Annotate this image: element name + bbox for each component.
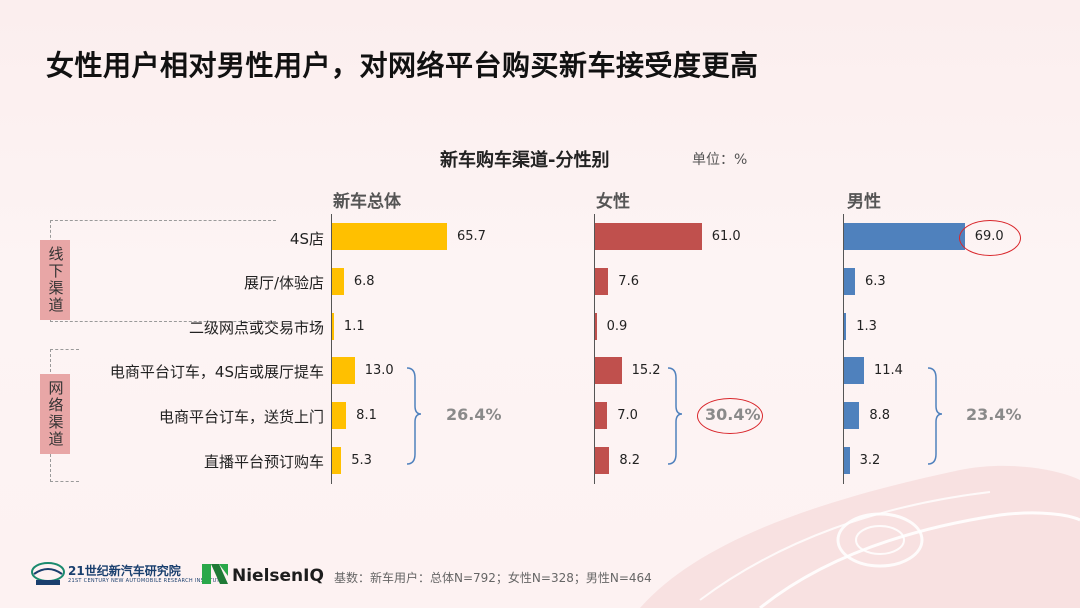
bar-female <box>595 223 702 250</box>
data-label-female: 8.2 <box>619 453 641 468</box>
bar-female <box>595 402 608 430</box>
series-header-female: 女性 <box>596 192 630 212</box>
data-label-female: 15.2 <box>631 363 661 379</box>
bar-male <box>844 267 856 295</box>
online-group-label: 网络渠道 <box>40 374 70 454</box>
bar-male <box>844 357 864 385</box>
nielseniq-logo-name: NielsenIQ <box>232 566 324 586</box>
data-label-total: 65.7 <box>456 229 486 244</box>
highlight-circle-male-4s <box>959 220 1021 256</box>
online-brace-total <box>406 367 422 465</box>
data-label-male: 6.3 <box>865 273 886 289</box>
axis-line-female <box>594 214 595 484</box>
bar-male <box>844 402 860 430</box>
offline-group-label: 线下渠道 <box>40 240 70 320</box>
category-label: 直播平台预订购车 <box>203 453 324 471</box>
data-label-male: 11.4 <box>873 363 903 379</box>
category-label: 展厅/体验店 <box>243 274 324 292</box>
bar-total <box>332 447 342 474</box>
chart-title: 新车购车渠道-分性别 <box>440 150 610 171</box>
bar-male <box>844 223 965 250</box>
online-brace-female <box>667 367 683 465</box>
institute-logo-subtitle: 21ST CENTURY NEW AUTOMOBILE RESEARCH INS… <box>68 578 224 584</box>
bar-female <box>595 312 597 340</box>
data-label-female: 7.6 <box>618 273 639 289</box>
bar-total <box>332 357 355 385</box>
data-label-total: 1.1 <box>343 318 365 334</box>
data-label-male: 3.2 <box>859 453 881 468</box>
bar-female <box>595 267 609 295</box>
online-brace-male <box>927 367 943 465</box>
series-header-male: 男性 <box>847 192 881 212</box>
data-label-male: 8.8 <box>869 408 891 424</box>
offline-group-bracket <box>50 220 276 322</box>
bar-total <box>332 267 344 295</box>
data-label-female: 7.0 <box>617 408 638 424</box>
bar-male <box>844 312 847 340</box>
bar-female <box>595 447 610 474</box>
category-label: 电商平台订车，4S店或展厅提车 <box>109 363 324 381</box>
series-header-total: 新车总体 <box>333 192 401 212</box>
online-total-male: 23.4% <box>966 405 1022 424</box>
data-label-female: 61.0 <box>711 229 741 244</box>
category-label: 4S店 <box>289 230 324 248</box>
bar-female <box>595 357 622 385</box>
highlight-circle-female-online <box>697 398 763 434</box>
unit-label: 单位：% <box>692 152 748 168</box>
data-label-total: 13.0 <box>364 363 394 379</box>
data-label-female: 0.9 <box>606 318 628 334</box>
bar-total <box>332 402 347 430</box>
institute-logo-icon <box>31 562 65 585</box>
institute-logo-name: 21世纪新汽车研究院 <box>68 564 181 578</box>
online-total-overall: 26.4% <box>446 405 502 424</box>
nielseniq-logo-icon <box>202 564 228 584</box>
data-label-male: 1.3 <box>856 318 877 334</box>
bar-male <box>844 447 850 474</box>
category-label: 二级网点或交易市场 <box>188 319 324 337</box>
category-label: 电商平台订车，送货上门 <box>158 408 324 426</box>
footer-base-note: 基数：新车用户：总体N=792；女性N=328；男性N=464 <box>334 571 652 585</box>
bar-total <box>332 312 334 340</box>
page-title: 女性用户相对男性用户，对网络平台购买新车接受度更高 <box>46 49 759 82</box>
data-label-total: 8.1 <box>356 408 377 424</box>
axis-line-total <box>331 214 332 484</box>
data-label-total: 5.3 <box>351 453 372 468</box>
data-label-total: 6.8 <box>353 273 375 289</box>
bar-total <box>332 223 447 250</box>
axis-line-male <box>843 214 844 484</box>
